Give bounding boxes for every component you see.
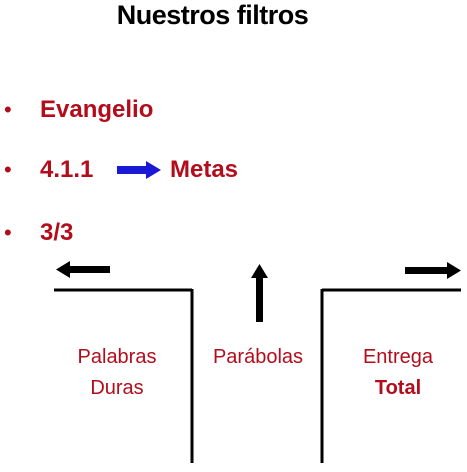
- column-label-entrega-total: Entrega Total: [336, 342, 460, 404]
- bullet-marker: •: [4, 157, 12, 182]
- label-line: Palabras: [77, 346, 157, 368]
- slide-title: Nuestros filtros: [116, 0, 309, 30]
- blue-right-arrow-icon: [117, 161, 161, 184]
- label-line: Duras: [90, 377, 144, 399]
- column-label-palabras-duras: Palabras Duras: [60, 342, 174, 404]
- bullet-text: 3/3: [40, 219, 74, 246]
- bullet-marker: •: [4, 97, 12, 122]
- bullet-marker: •: [4, 220, 12, 245]
- right-arrow-icon: [405, 262, 461, 279]
- bullet-text-after-arrow: Metas: [170, 156, 239, 183]
- label-line: Entrega: [362, 346, 434, 368]
- left-bracket-line: [54, 288, 194, 463]
- label-line: Parábolas: [212, 346, 304, 368]
- bullet-text: 4.1.1: [40, 156, 94, 183]
- bullet-text: Evangelio: [40, 96, 154, 123]
- up-arrow-icon: [251, 264, 268, 322]
- column-label-parabolas: Parábolas: [198, 342, 318, 373]
- label-line: Total: [374, 377, 422, 399]
- left-arrow-icon: [56, 261, 110, 278]
- right-bracket-line: [320, 288, 461, 463]
